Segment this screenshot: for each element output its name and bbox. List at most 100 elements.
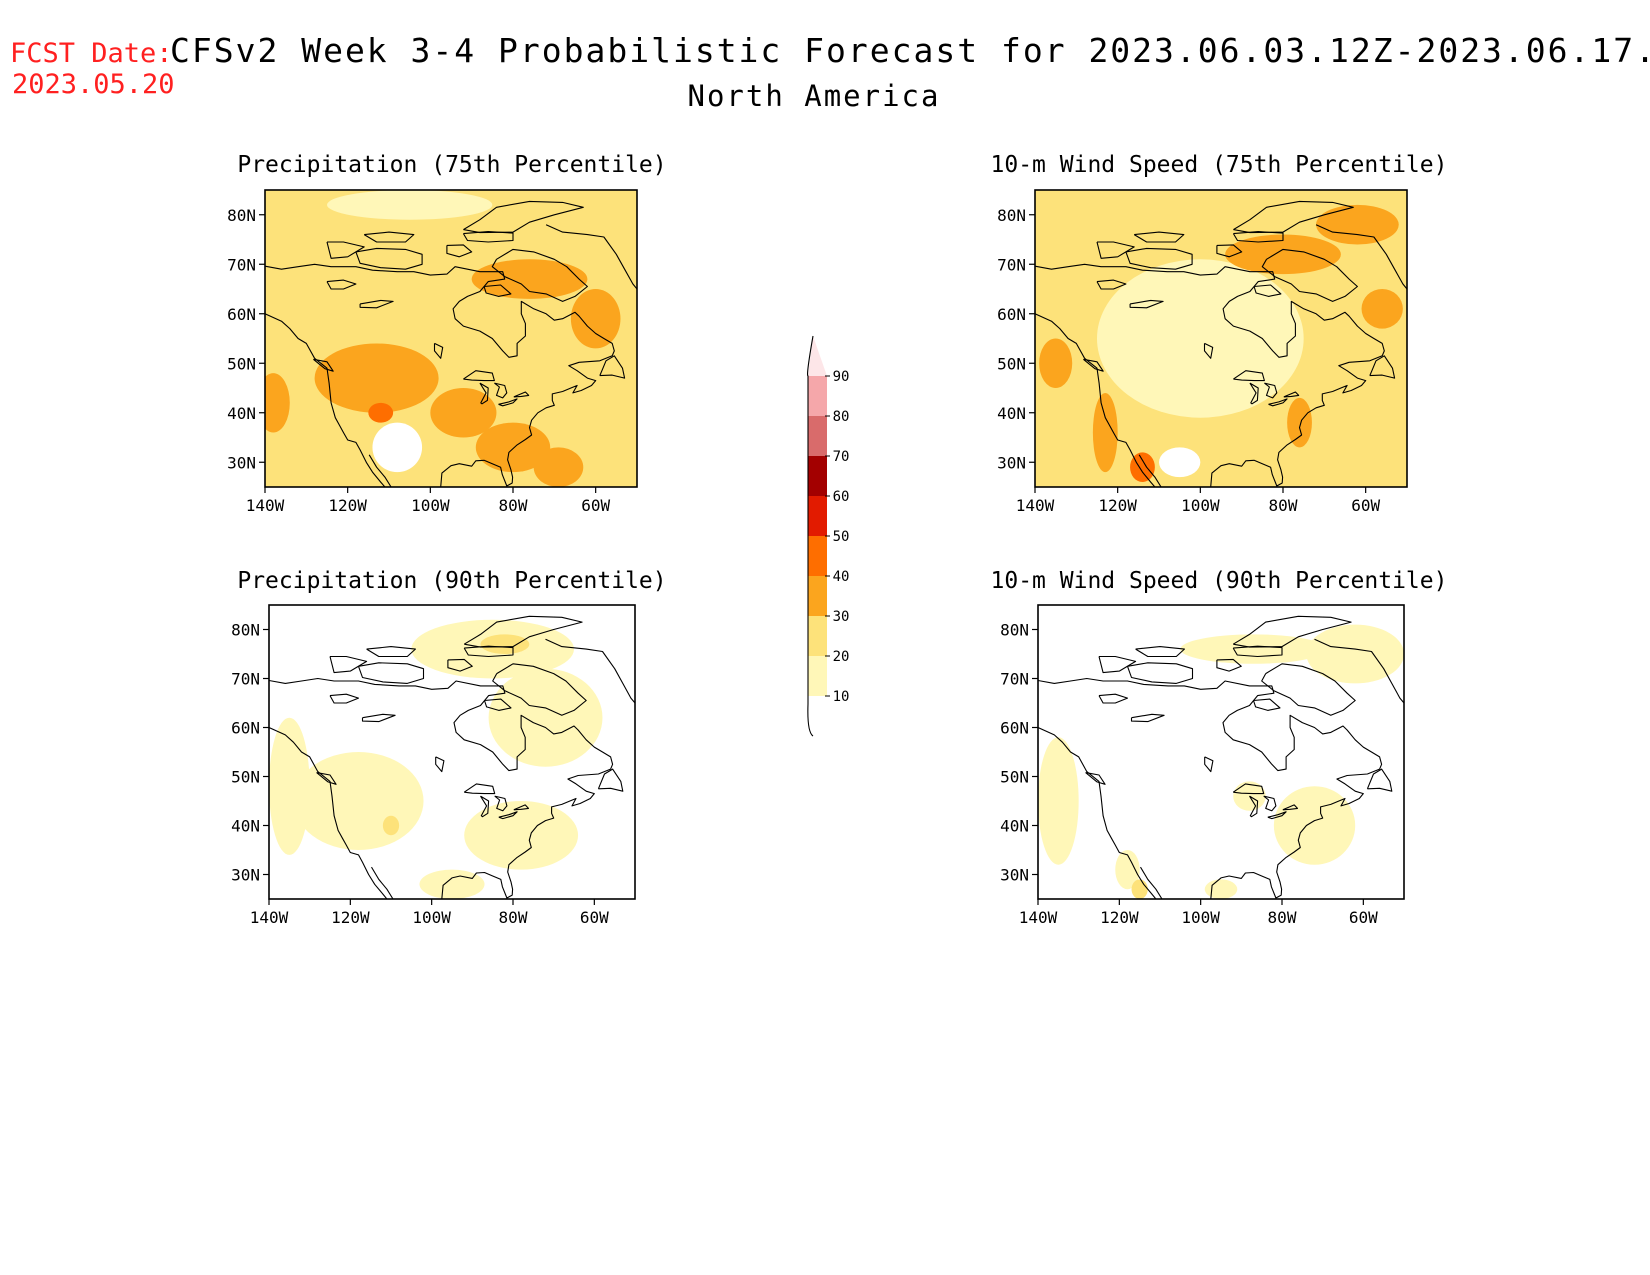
probability-patch — [368, 402, 394, 423]
fcst-date: 2023.05.20 — [12, 69, 175, 100]
lon-tick-label: 80W — [1268, 908, 1297, 927]
coastline — [1140, 866, 1163, 899]
probability-patch — [533, 447, 584, 487]
coastline — [1233, 370, 1265, 382]
lat-tick-label: 40N — [227, 404, 256, 423]
lon-tick-label: 60W — [580, 908, 609, 927]
coastline — [1035, 313, 1156, 487]
lon-tick-label: 100W — [411, 496, 450, 515]
lat-tick-label: 50N — [227, 354, 256, 373]
probability-patch — [419, 869, 485, 899]
lon-tick-label: 100W — [412, 908, 451, 927]
coastline — [1315, 224, 1407, 290]
coastline — [265, 313, 386, 487]
lon-tick-label: 140W — [1019, 908, 1058, 927]
lat-tick-label: 30N — [1000, 866, 1029, 885]
coastline — [1038, 726, 1157, 899]
lon-tick-label: 120W — [328, 496, 367, 515]
probability-patch — [265, 373, 290, 433]
lat-tick-label: 40N — [997, 404, 1026, 423]
probability-patch — [570, 289, 621, 349]
coastline — [269, 726, 388, 899]
probability-patch — [471, 259, 588, 299]
probability-patch — [1306, 624, 1404, 684]
lat-tick-label: 30N — [997, 453, 1026, 472]
coastline — [326, 279, 357, 290]
lon-tick-label: 80W — [499, 908, 528, 927]
lat-tick-label: 50N — [1000, 768, 1029, 787]
map-background — [265, 190, 637, 487]
coastline — [1096, 241, 1135, 259]
coastline — [483, 698, 512, 711]
probability-patch — [480, 634, 530, 654]
coastline — [329, 655, 368, 674]
probability-patch — [1131, 879, 1148, 899]
coastline — [366, 646, 416, 658]
coastline — [447, 658, 473, 672]
probability-patch — [372, 422, 423, 473]
colorbar-label: 20 — [833, 649, 850, 665]
coastline — [463, 645, 514, 658]
colorbar-bin — [808, 536, 827, 576]
map-frame — [268, 604, 636, 900]
coastline — [1126, 662, 1194, 684]
lon-tick-label: 100W — [1181, 908, 1220, 927]
lon-tick-label: 100W — [1181, 496, 1220, 515]
colorbar-bin — [808, 656, 827, 696]
lat-tick-label: 80N — [227, 206, 256, 225]
lon-tick-label: 80W — [499, 496, 528, 515]
coastline — [1261, 248, 1358, 302]
figure-subtitle: North America — [688, 79, 941, 113]
lat-tick-label: 70N — [1000, 670, 1029, 689]
colorbar-outline — [807, 335, 814, 737]
coastline — [446, 244, 473, 258]
lat-tick-label: 70N — [227, 255, 256, 274]
lon-tick-label: 120W — [1100, 908, 1139, 927]
coastline — [1083, 358, 1104, 372]
coastline — [1282, 804, 1299, 811]
coastline — [1263, 795, 1277, 812]
coastline — [433, 342, 444, 359]
coastline — [513, 391, 530, 398]
probability-patch — [314, 343, 439, 413]
colorbar-bin — [808, 416, 827, 456]
coastline — [1138, 454, 1162, 487]
coastline — [1267, 811, 1287, 820]
lat-tick-label: 60N — [1000, 719, 1029, 738]
colorbar-bin — [808, 616, 827, 656]
colorbar-bin — [808, 576, 827, 616]
probability-patch — [1287, 397, 1312, 448]
lon-tick-label: 140W — [246, 496, 285, 515]
coastline — [479, 382, 489, 405]
probability-patch — [1225, 234, 1341, 275]
lat-tick-label: 70N — [997, 255, 1026, 274]
coastline — [361, 713, 396, 723]
coastline — [480, 795, 490, 818]
probability-patch — [1180, 634, 1327, 664]
probability-patch — [1115, 850, 1140, 890]
probability-patch — [1038, 737, 1079, 865]
coastline — [492, 663, 587, 716]
coastline — [462, 231, 514, 243]
panel-title-wind75: 10-m Wind Speed (75th Percentile) — [991, 152, 1448, 178]
probability-patch — [430, 388, 497, 438]
coastline — [1216, 244, 1243, 258]
coastline — [1314, 638, 1404, 704]
probability-patch — [1092, 392, 1118, 473]
coastline — [326, 241, 365, 259]
coastline — [1252, 698, 1281, 711]
panel-title-precip75: Precipitation (75th Percentile) — [237, 152, 666, 178]
lon-tick-label: 140W — [250, 908, 289, 927]
lat-tick-label: 50N — [231, 768, 260, 787]
lon-tick-label: 60W — [1349, 908, 1378, 927]
coastline — [1268, 398, 1288, 407]
map-panel-precip75: 80N 70N 60N 50N 40N 30N 140W 120W 100W 80W 60W — [227, 189, 638, 515]
coastline — [513, 804, 530, 811]
coastline — [1232, 783, 1265, 795]
coastline — [483, 284, 512, 297]
colorbar-bin — [808, 496, 827, 536]
coastline — [599, 355, 626, 379]
coastline — [313, 358, 334, 372]
probability-patch — [269, 717, 310, 855]
lat-tick-label: 40N — [1000, 817, 1029, 836]
